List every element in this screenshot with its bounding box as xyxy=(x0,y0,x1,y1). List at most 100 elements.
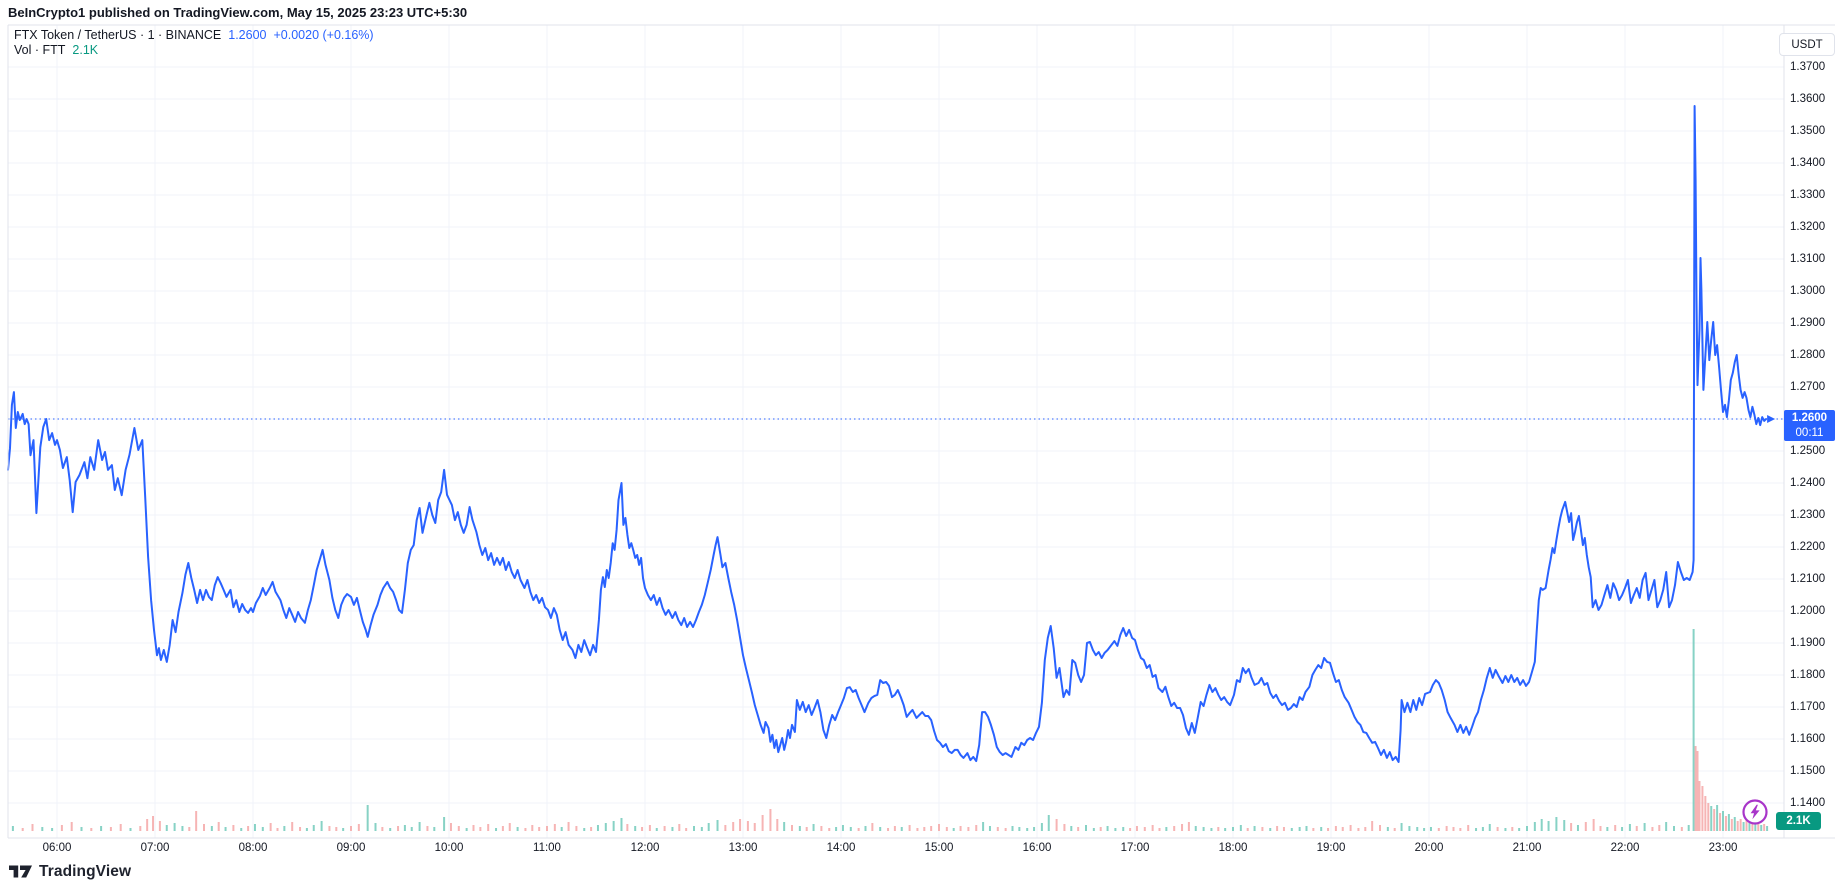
volume-bar-down xyxy=(1437,828,1440,831)
volume-bar-down xyxy=(276,828,279,831)
volume-bar-down xyxy=(1055,819,1058,831)
time-tick-label: 19:00 xyxy=(1316,842,1346,854)
volume-bar-down xyxy=(1173,826,1176,831)
volume-bar-down xyxy=(1341,827,1344,831)
volume-bar-up xyxy=(342,828,345,831)
symbol-title[interactable]: FTX Token / TetherUS · 1 · BINANCE xyxy=(14,28,222,42)
volume-bar-down xyxy=(923,827,926,831)
time-tick-label: 16:00 xyxy=(1022,842,1052,854)
price-tick-label: 1.3300 xyxy=(1790,189,1826,201)
volume-bar-down xyxy=(1077,827,1080,831)
volume-bar-down xyxy=(1129,828,1132,831)
volume-bar-down xyxy=(31,824,34,831)
volume-bar-down xyxy=(472,825,475,831)
price-tick-label: 1.2000 xyxy=(1790,605,1826,617)
volume-bar-up xyxy=(1085,825,1087,831)
volume-bar-down xyxy=(357,824,360,831)
volume-bar-down xyxy=(820,826,823,831)
volume-bar-down xyxy=(1393,828,1396,831)
volume-bar-down xyxy=(685,828,688,831)
legend-last-price: 1.2600 xyxy=(228,28,267,42)
tradingview-footer-link[interactable]: TradingView xyxy=(9,862,131,881)
volume-bar-up xyxy=(1290,828,1293,831)
price-tick-label: 1.1900 xyxy=(1790,637,1826,649)
time-tick-label: 18:00 xyxy=(1218,842,1248,854)
volume-bar-down xyxy=(916,828,919,831)
volume-bar-down xyxy=(1680,827,1683,831)
volume-bar-up xyxy=(1540,819,1543,831)
volume-bar-down xyxy=(1496,827,1499,831)
volume-bar-up xyxy=(1092,828,1095,831)
volume-bar-up xyxy=(693,826,695,831)
volume-bar-up xyxy=(1606,827,1609,831)
volume-bar-down xyxy=(457,826,460,831)
currency-unit-button[interactable]: USDT xyxy=(1779,33,1835,56)
volume-bar-up xyxy=(1518,828,1521,831)
volume-bar-up xyxy=(41,827,44,831)
price-tick-label: 1.1700 xyxy=(1790,701,1826,713)
volume-bar-up xyxy=(1253,826,1256,831)
volume-bar-up xyxy=(1011,826,1014,831)
volume-bar-down xyxy=(739,819,742,831)
attribution-text: BeInCrypto1 published on TradingView.com… xyxy=(8,5,468,20)
volume-bar-up xyxy=(1766,826,1769,831)
volume-bar-up xyxy=(1018,827,1021,831)
volume-bar-up xyxy=(433,827,436,831)
volume-bar-up xyxy=(1621,827,1624,831)
volume-bar-down xyxy=(247,826,250,831)
volume-bar-down xyxy=(1511,827,1514,831)
volume-bar-down xyxy=(1467,825,1470,831)
volume-axis-badge: 2.1K xyxy=(1776,812,1821,830)
boost-lightning-button[interactable] xyxy=(1740,797,1770,827)
volume-bar-up xyxy=(835,827,838,831)
volume-bar-down xyxy=(1187,822,1190,831)
time-scale[interactable] xyxy=(8,838,1784,860)
price-tick-label: 1.3100 xyxy=(1790,253,1826,265)
volume-bar-up xyxy=(495,828,498,831)
volume-bar-down xyxy=(335,827,338,831)
price-tick-label: 1.3700 xyxy=(1790,61,1826,73)
volume-bar-down xyxy=(648,825,651,831)
volume-bar-up xyxy=(604,823,607,831)
price-tick-label: 1.3200 xyxy=(1790,221,1826,233)
volume-bar-down xyxy=(203,824,205,831)
volume-bar-up xyxy=(1643,823,1646,831)
volume-study-value: 2.1K xyxy=(72,43,99,57)
volume-bar-up xyxy=(634,826,637,831)
volume-bar-up xyxy=(1665,822,1668,831)
volume-bar-down xyxy=(1004,828,1007,831)
volume-bar-down xyxy=(501,826,504,831)
volume-bar-up xyxy=(1305,826,1308,831)
volume-bar-down xyxy=(1217,827,1220,831)
volume-bar-up xyxy=(583,828,586,831)
volume-bar-down xyxy=(1701,786,1704,831)
chart-canvas[interactable] xyxy=(8,25,1784,838)
volume-bar-up xyxy=(1269,828,1272,831)
time-tick-label: 20:00 xyxy=(1414,842,1444,854)
volume-bar-down xyxy=(328,826,331,831)
volume-bar-up xyxy=(1239,825,1242,831)
volume-bar-up xyxy=(11,826,14,831)
last-price-value: 1.2600 xyxy=(1791,412,1828,424)
volume-study-label[interactable]: Vol · FTT xyxy=(14,43,66,57)
volume-bar-up xyxy=(1320,827,1323,831)
volume-bar-up xyxy=(1754,824,1757,831)
volume-bar-down xyxy=(60,825,63,831)
volume-bar-down xyxy=(930,826,933,831)
volume-bar-up xyxy=(1673,826,1675,831)
volume-bar-up xyxy=(612,821,615,831)
volume-bar-up xyxy=(1533,822,1536,831)
volume-bar-down xyxy=(1730,819,1733,831)
series-end-arrow-icon xyxy=(1767,415,1776,423)
price-tick-label: 1.2300 xyxy=(1790,509,1826,521)
volume-bar-up xyxy=(671,827,674,831)
price-tick-label: 1.2100 xyxy=(1790,573,1826,585)
volume-bar-down xyxy=(938,824,940,831)
volume-bar-down xyxy=(1181,824,1184,831)
volume-bar-up xyxy=(418,822,421,831)
volume-bar-up xyxy=(1033,827,1036,831)
time-tick-label: 23:00 xyxy=(1708,842,1738,854)
volume-bar-up xyxy=(100,826,103,831)
volume-bar-down xyxy=(90,828,93,831)
volume-bar-down xyxy=(626,824,629,831)
